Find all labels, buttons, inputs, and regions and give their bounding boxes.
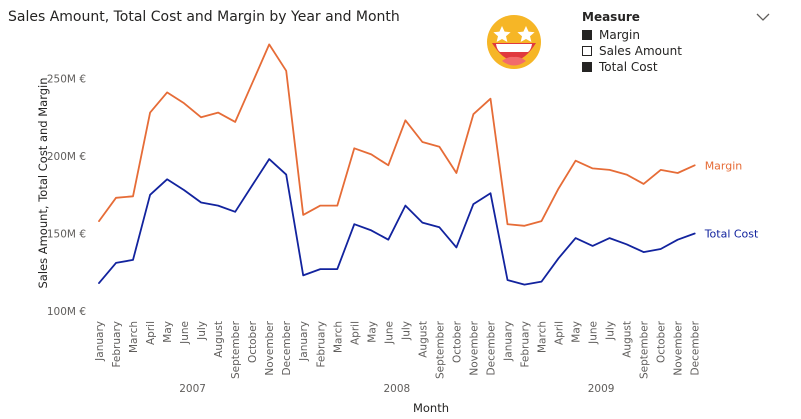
x-tick-label: June <box>588 321 600 345</box>
x-tick-label: November <box>673 320 685 375</box>
year-label: 2007 <box>179 383 206 395</box>
x-tick-label: August <box>417 321 429 358</box>
x-tick-label: April <box>349 321 361 345</box>
x-tick-label: November <box>468 320 480 375</box>
end-label-margin: Margin <box>705 159 743 172</box>
series-line-margin[interactable] <box>98 43 696 227</box>
series-line-total-cost[interactable] <box>98 158 696 286</box>
x-tick-label: December <box>485 320 497 375</box>
x-tick-label: January <box>502 321 514 362</box>
x-tick-label: August <box>213 321 225 358</box>
legend-title: Measure <box>582 10 640 24</box>
x-tick-label: June <box>179 321 191 345</box>
x-tick-label: April <box>145 321 157 345</box>
x-tick-label: June <box>383 321 395 345</box>
x-tick-label: March <box>332 321 344 353</box>
x-tick-label: February <box>315 321 327 368</box>
y-axis-title: Sales Amount, Total Cost and Margin <box>36 77 50 288</box>
x-tick-label: March <box>128 321 140 353</box>
x-tick-label: January <box>298 321 310 362</box>
x-tick-label: August <box>622 321 634 358</box>
legend-swatch-sales-amount[interactable] <box>582 46 592 56</box>
x-tick-label: December <box>690 320 702 375</box>
x-tick-label: May <box>571 321 583 343</box>
legend-swatch-margin[interactable] <box>582 30 592 40</box>
x-tick-label: October <box>656 320 668 363</box>
x-axis-title: Month <box>413 401 449 415</box>
year-axis: 2007 2008 2009 <box>179 383 614 395</box>
legend-label-total-cost[interactable]: Total Cost <box>598 60 658 74</box>
y-tick-label: 100M € <box>47 306 86 318</box>
legend-label-margin[interactable]: Margin <box>599 28 640 42</box>
end-label-total-cost: Total Cost <box>704 228 759 241</box>
x-tick-label: July <box>196 321 208 341</box>
x-tick-label: May <box>366 321 378 343</box>
chart-title: Sales Amount, Total Cost and Margin by Y… <box>8 9 400 25</box>
y-axis: 100M € 150M € 200M € 250M € <box>47 74 86 319</box>
x-tick-label: January <box>94 321 106 362</box>
y-tick-label: 200M € <box>47 151 86 163</box>
x-tick-label: February <box>111 321 123 368</box>
series-lines <box>98 43 696 286</box>
x-tick-label: May <box>162 321 174 343</box>
year-label: 2009 <box>588 383 615 395</box>
x-tick-label: July <box>400 321 412 341</box>
x-tick-label: March <box>537 321 549 353</box>
legend-label-sales-amount[interactable]: Sales Amount <box>599 44 682 58</box>
year-label: 2008 <box>383 383 410 395</box>
y-tick-label: 150M € <box>47 229 86 241</box>
x-axis: January February March April May June July Augu… <box>94 320 702 379</box>
x-tick-label: April <box>554 321 566 345</box>
y-tick-label: 250M € <box>47 74 86 86</box>
star-struck-emoji-icon <box>487 15 541 69</box>
x-tick-label: October <box>451 320 463 363</box>
x-tick-label: September <box>434 320 446 379</box>
end-labels: Margin Total Cost <box>704 159 759 240</box>
x-tick-label: October <box>247 320 259 363</box>
x-tick-label: November <box>264 320 276 375</box>
x-tick-label: September <box>639 320 651 379</box>
x-tick-label: December <box>281 320 293 375</box>
x-tick-label: February <box>520 321 532 368</box>
x-tick-label: September <box>230 320 242 379</box>
legend-swatch-total-cost[interactable] <box>582 62 592 72</box>
legend: Measure Margin Sales Amount Total Cost <box>582 10 682 74</box>
x-tick-label: July <box>605 321 617 341</box>
chevron-down-icon[interactable] <box>756 13 770 21</box>
